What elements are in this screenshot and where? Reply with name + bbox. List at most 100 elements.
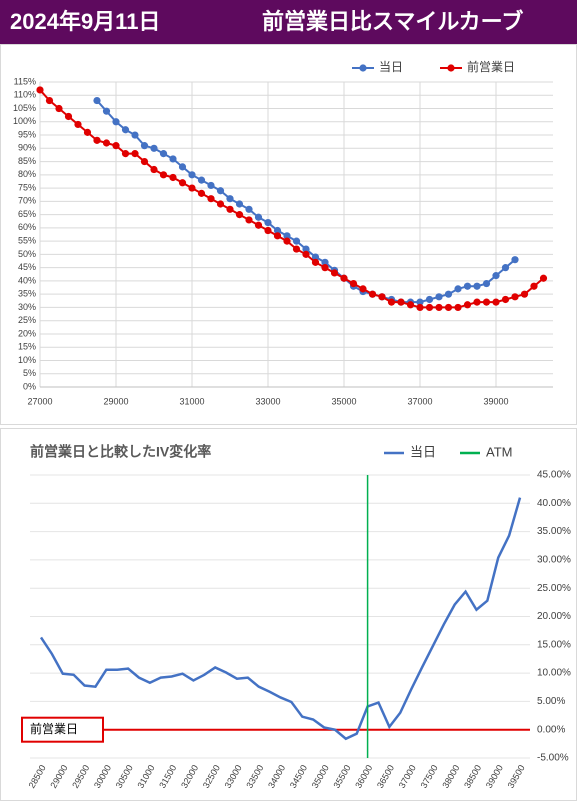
- point: [64, 112, 73, 121]
- point: [311, 258, 320, 266]
- point: [511, 256, 519, 264]
- x-tick-label: 29000: [103, 396, 128, 406]
- point: [264, 218, 272, 227]
- point: [292, 245, 301, 253]
- y2-tick-label: 30.00%: [537, 555, 571, 566]
- x-tick-label: 34500: [288, 763, 309, 790]
- x-tick-label: 37000: [407, 396, 432, 406]
- point: [492, 272, 500, 280]
- x-tick-label: 32000: [179, 763, 200, 790]
- x-tick-label: 38500: [462, 763, 483, 790]
- point: [454, 303, 462, 312]
- x-tick-label: 35500: [331, 763, 352, 790]
- point: [121, 126, 130, 134]
- point: [207, 181, 215, 190]
- point: [74, 120, 82, 129]
- x-tick-label: 31000: [135, 763, 156, 790]
- chart-title: 前営業日と比較したIV変化率: [30, 444, 211, 460]
- y2-tick-label: 0.00%: [537, 724, 565, 735]
- y2-tick-label: 15.00%: [537, 639, 571, 650]
- point: [188, 184, 196, 192]
- point: [511, 293, 519, 301]
- point: [36, 86, 44, 94]
- point: [368, 290, 377, 298]
- y-tick-label: 110%: [14, 90, 36, 100]
- point: [425, 295, 434, 304]
- x-tick-label: 31500: [157, 763, 178, 790]
- point: [254, 213, 263, 221]
- point: [425, 303, 434, 312]
- point: [112, 118, 120, 126]
- point: [93, 136, 101, 144]
- point: [530, 282, 538, 290]
- point: [131, 150, 139, 158]
- x-tick-label: 27000: [27, 396, 52, 406]
- point: [178, 163, 187, 171]
- x-tick-label: 36000: [353, 763, 374, 790]
- point: [83, 128, 92, 136]
- point: [235, 211, 244, 219]
- point: [492, 298, 500, 306]
- y-tick-label: 115%: [14, 76, 36, 86]
- y-tick-label: 15%: [18, 342, 36, 352]
- point: [226, 205, 234, 213]
- y2-tick-label: 20.00%: [537, 611, 571, 622]
- point: [302, 245, 310, 253]
- point: [131, 131, 139, 139]
- series-line: [39, 497, 522, 741]
- point: [283, 237, 291, 245]
- y-tick-label: 0%: [23, 381, 36, 391]
- legend-label: 前営業日: [467, 59, 515, 74]
- y-tick-label: 75%: [18, 182, 36, 192]
- point: [55, 104, 63, 113]
- y-tick-label: 30%: [18, 302, 36, 312]
- y-tick-label: 100%: [13, 116, 36, 126]
- point: [406, 301, 415, 309]
- legend-swatch: [447, 64, 455, 72]
- x-tick-label: 34000: [266, 763, 287, 790]
- x-tick-label: 31000: [179, 396, 204, 406]
- point: [45, 96, 54, 105]
- point: [463, 282, 472, 290]
- point: [121, 150, 130, 158]
- y2-tick-label: 25.00%: [537, 583, 571, 594]
- x-tick-label: 33500: [244, 763, 265, 790]
- x-tick-label: 39500: [506, 763, 527, 790]
- y-tick-label: 35%: [18, 289, 36, 299]
- y-tick-label: 95%: [18, 129, 36, 139]
- y-tick-label: 90%: [18, 143, 36, 153]
- point: [150, 165, 158, 174]
- y-tick-label: 65%: [18, 209, 36, 219]
- point: [159, 150, 168, 158]
- x-tick-label: 35000: [331, 396, 356, 406]
- point: [482, 279, 491, 288]
- reference-label-box: [21, 716, 104, 743]
- point: [397, 298, 405, 306]
- point: [207, 195, 215, 203]
- x-tick-label: 29500: [70, 763, 91, 790]
- header-bar: [0, 0, 577, 44]
- x-tick-label: 28500: [27, 763, 48, 790]
- y-tick-label: 80%: [18, 169, 36, 179]
- x-tick-label: 38000: [440, 763, 461, 790]
- y2-tick-label: 10.00%: [537, 668, 571, 679]
- point: [387, 298, 396, 306]
- y2-tick-label: 5.00%: [537, 696, 565, 707]
- header-date: 2024年9月11日: [10, 9, 160, 34]
- chart-frame: [0, 428, 577, 801]
- point: [463, 301, 472, 309]
- point: [330, 269, 339, 277]
- point: [93, 96, 101, 105]
- point: [435, 303, 443, 312]
- x-tick-label: 37000: [397, 763, 418, 790]
- point: [245, 216, 253, 224]
- point: [340, 274, 348, 282]
- x-tick-label: 30500: [114, 763, 135, 790]
- point: [311, 253, 320, 261]
- point: [435, 293, 443, 301]
- legend-swatch: [359, 64, 367, 72]
- point: [473, 282, 481, 290]
- point: [292, 237, 301, 245]
